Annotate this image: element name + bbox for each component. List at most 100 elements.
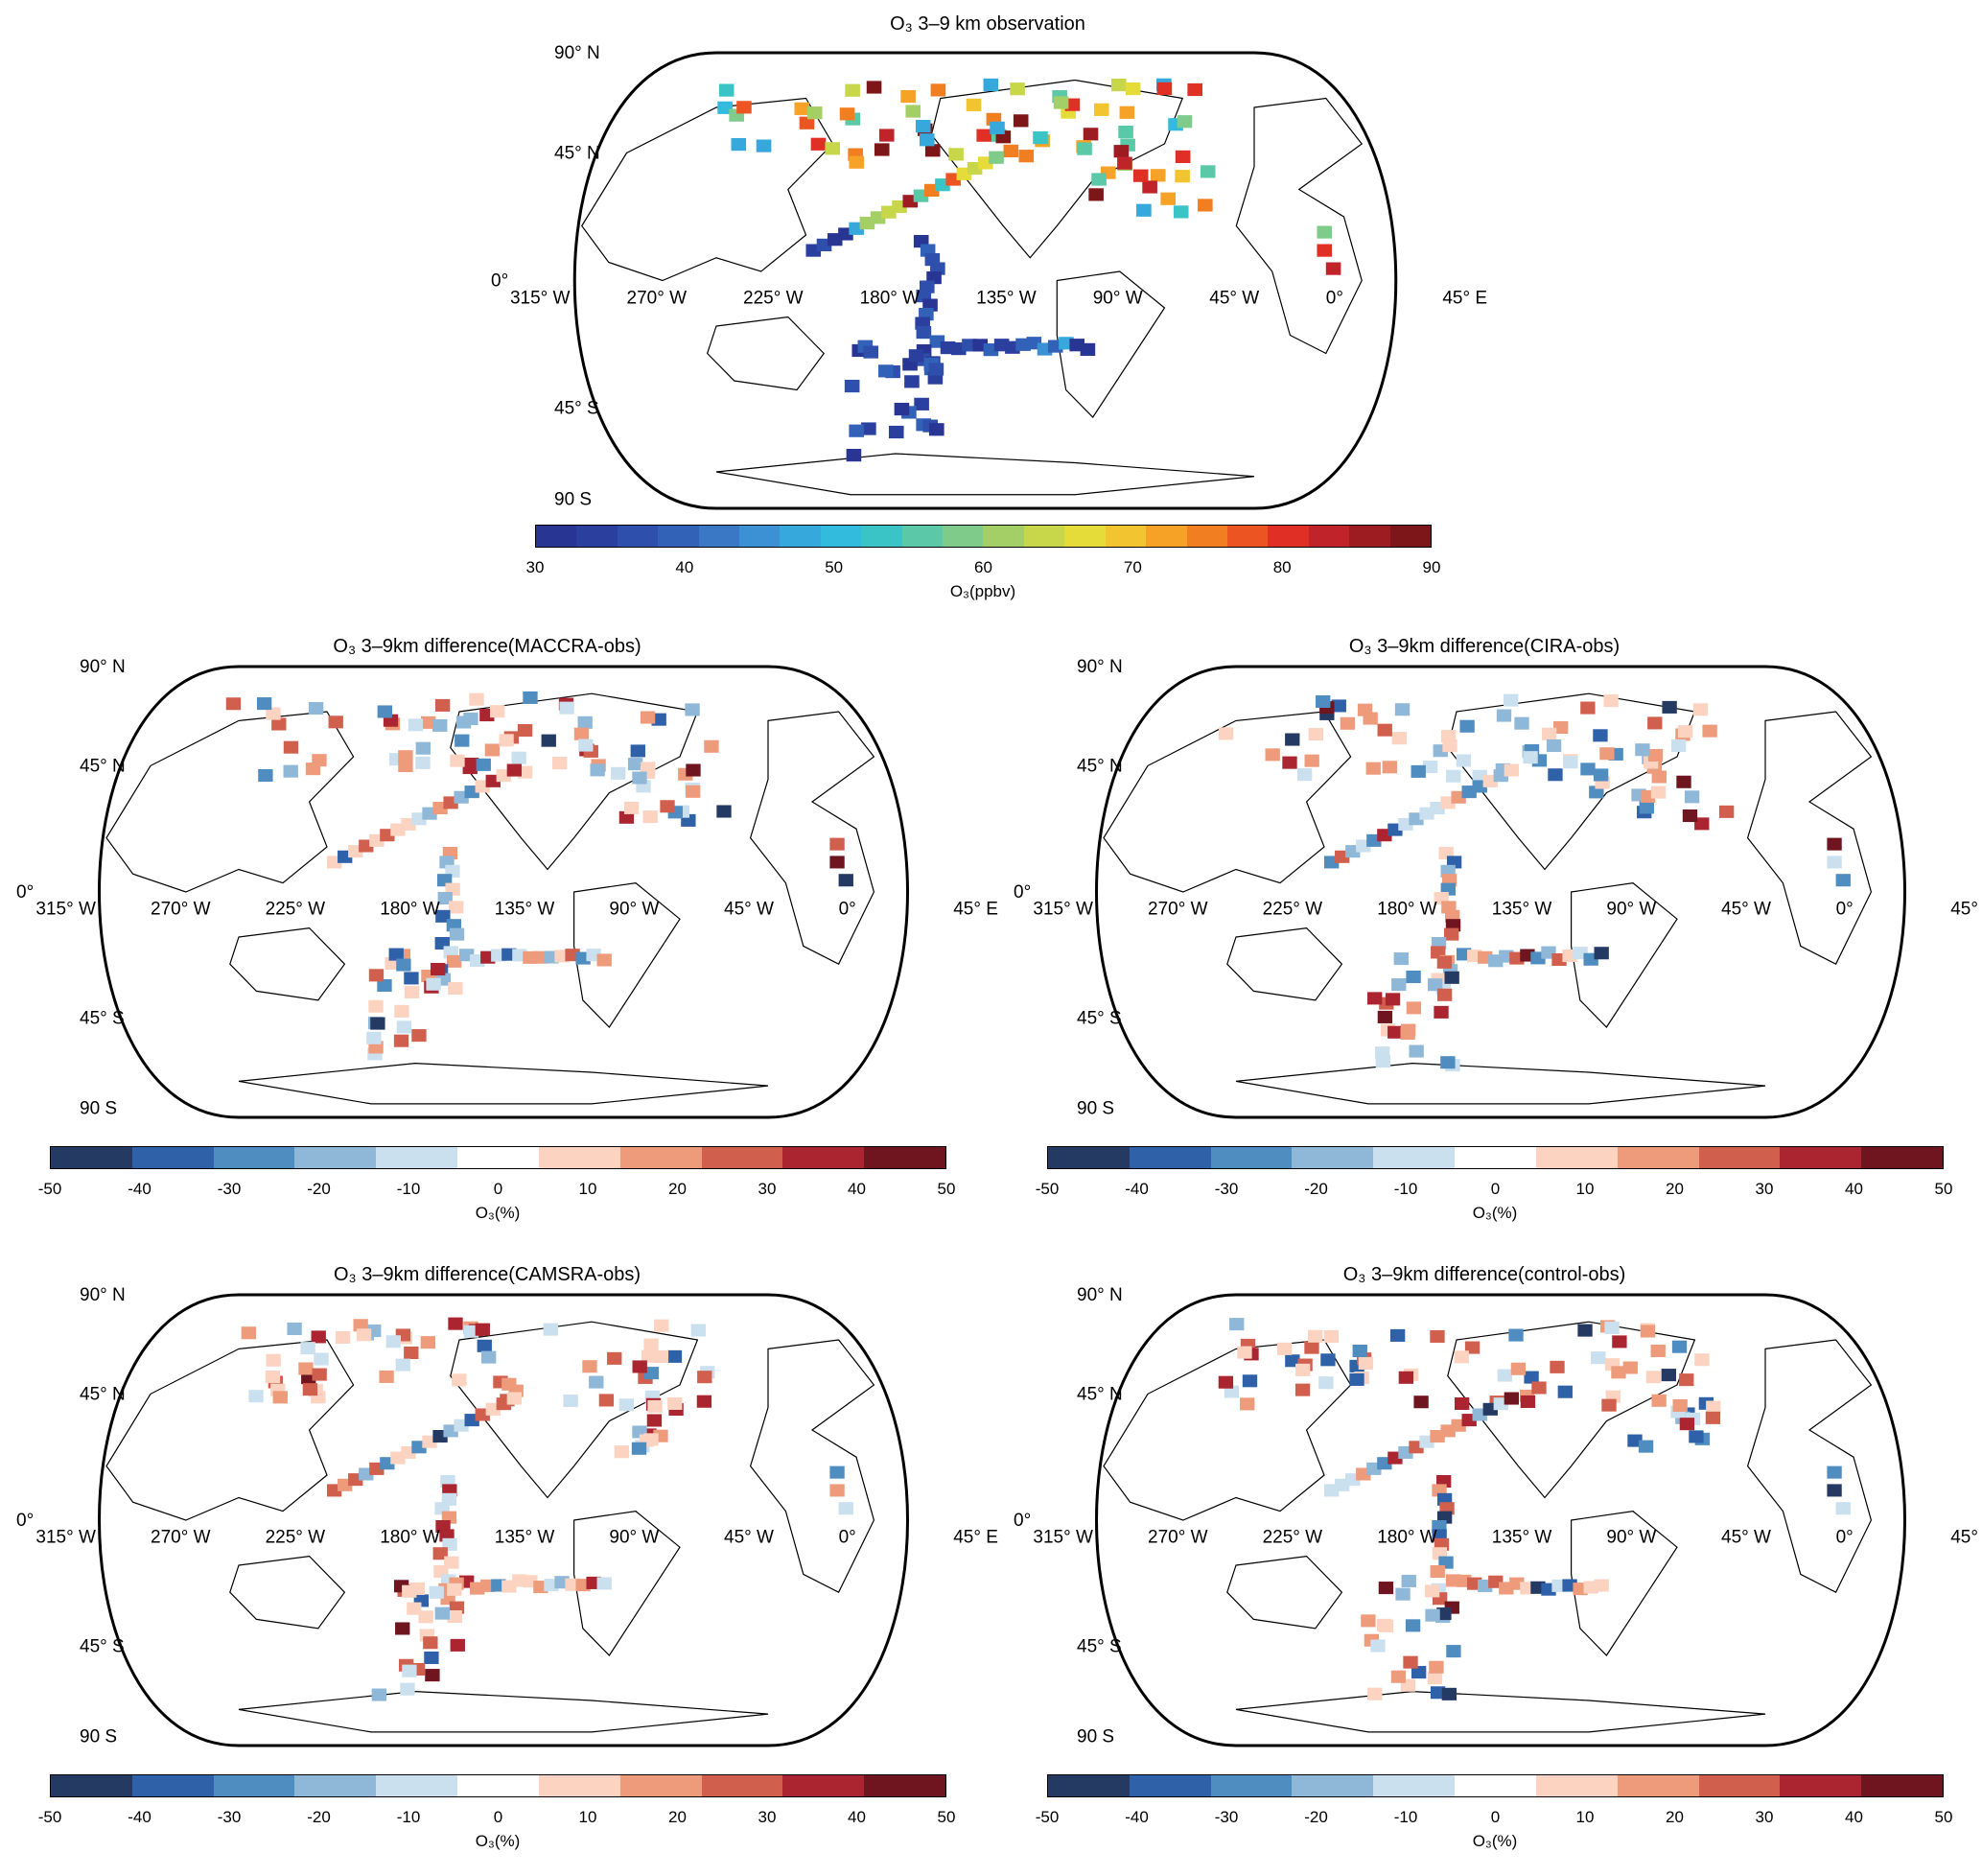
lat-label: 90 S xyxy=(554,490,592,510)
grid-cell xyxy=(477,1339,492,1352)
grid-cell xyxy=(1331,699,1346,713)
grid-cell xyxy=(225,697,242,711)
grid-cell xyxy=(904,375,920,388)
grid-cell xyxy=(368,999,384,1013)
grid-cell xyxy=(1599,747,1615,761)
grid-cell xyxy=(311,1330,326,1344)
colorbar-tick-label: 20 xyxy=(668,1180,687,1198)
grid-cell xyxy=(731,137,747,152)
grid-cell xyxy=(447,1610,462,1624)
lon-label: 315° W xyxy=(1033,900,1093,920)
colorbar-swatch xyxy=(294,1147,377,1168)
grid-cell xyxy=(1265,748,1280,762)
grid-cell xyxy=(398,750,413,763)
grid-cell xyxy=(1553,720,1569,735)
grid-cell xyxy=(1385,993,1401,1006)
colorbar-tick-label: -40 xyxy=(128,1180,152,1198)
grid-cell xyxy=(385,1335,402,1348)
difference-colorbar xyxy=(1047,1774,1944,1797)
grid-cell xyxy=(641,1349,657,1363)
grid-cell xyxy=(596,953,612,967)
difference-panel-control: O₃ 3–9km difference(control-obs) 90° N 45°… xyxy=(997,1256,1982,1870)
grid-cell xyxy=(806,106,823,120)
colorbar-tick-label: 60 xyxy=(974,558,992,576)
grid-cell xyxy=(356,1328,372,1342)
grid-cell xyxy=(756,139,772,152)
grid-cell xyxy=(1316,694,1331,708)
grid-cell xyxy=(1612,1335,1627,1348)
difference-colorbar-label: O₃(%) xyxy=(475,1204,521,1222)
grid-cell xyxy=(426,977,441,991)
grid-cell xyxy=(914,397,929,410)
grid-cell xyxy=(829,1484,845,1497)
difference-map-camsra: 90° N 45° N 0° 45° S 90 S 315° W 270° W 225° W 1… xyxy=(16,1285,998,1747)
grid-cell xyxy=(404,972,419,985)
lat-label: 45° N xyxy=(554,144,600,164)
lon-label: 90° W xyxy=(1093,288,1143,308)
lon-label: 45° W xyxy=(724,1528,774,1548)
grid-cell xyxy=(1175,150,1191,163)
grid-cell xyxy=(686,785,701,798)
observation-cells xyxy=(717,78,1341,462)
grid-cell xyxy=(543,1323,559,1336)
lon-label: 90° W xyxy=(1606,900,1656,920)
grid-cell xyxy=(1218,1375,1234,1389)
lon-label: 180° W xyxy=(1377,900,1437,920)
grid-cell xyxy=(1827,856,1842,869)
lon-label: 0° xyxy=(1326,288,1343,308)
lon-label: 315° W xyxy=(35,1528,96,1548)
grid-cell xyxy=(1640,1325,1656,1338)
grid-cell xyxy=(618,1398,635,1412)
grid-cell xyxy=(312,754,327,767)
grid-cell xyxy=(541,734,556,747)
grid-cell xyxy=(1679,1418,1695,1431)
difference-camsra-cells xyxy=(241,1317,853,1701)
grid-cell xyxy=(404,1346,419,1360)
grid-cell xyxy=(335,1330,351,1345)
colorbar-tick-label: -10 xyxy=(1393,1808,1418,1826)
lon-label: 45° W xyxy=(724,900,774,920)
lon-label: 180° W xyxy=(860,288,921,308)
grid-cell xyxy=(1156,82,1173,95)
grid-cell xyxy=(266,1353,281,1367)
grid-cell xyxy=(1603,694,1619,708)
grid-cell xyxy=(1835,874,1851,887)
grid-cell xyxy=(582,1360,597,1373)
grid-cell xyxy=(1317,244,1333,257)
grid-cell xyxy=(463,1325,479,1338)
grid-cell xyxy=(418,1610,433,1624)
lon-label: 45° E xyxy=(953,900,998,920)
grid-cell xyxy=(1639,801,1654,814)
difference-colorbar xyxy=(1047,1146,1944,1169)
grid-cell xyxy=(654,1319,669,1332)
grid-cell xyxy=(647,1399,663,1413)
lon-label: 45° W xyxy=(1209,288,1259,308)
grid-cell xyxy=(408,718,424,732)
grid-cell xyxy=(623,801,640,814)
grid-cell xyxy=(1117,156,1132,170)
colorbar-swatch xyxy=(1617,1775,1699,1796)
grid-cell xyxy=(1413,1395,1429,1409)
grid-cell xyxy=(377,978,392,993)
grid-cell xyxy=(366,1031,382,1044)
grid-cell xyxy=(810,137,827,151)
grid-cell xyxy=(1132,169,1149,182)
colorbar-tick-label: 10 xyxy=(1575,1180,1595,1198)
lon-label: 225° W xyxy=(266,900,326,920)
colorbar-swatch xyxy=(1780,1775,1862,1796)
grid-cell xyxy=(1377,1618,1392,1631)
grid-cell xyxy=(1706,1400,1721,1414)
grid-cell xyxy=(1370,1639,1386,1653)
lon-label: 0° xyxy=(839,900,856,920)
colorbar-tick-label: -40 xyxy=(128,1808,152,1826)
grid-cell xyxy=(1357,703,1373,716)
grid-cell xyxy=(283,740,299,754)
grid-cell xyxy=(578,739,594,752)
colorbar-tick-label: 80 xyxy=(1272,558,1292,576)
grid-cell xyxy=(1563,756,1578,769)
grid-cell xyxy=(878,364,894,378)
colorbar-swatch xyxy=(457,1775,539,1796)
grid-cell xyxy=(435,909,451,923)
grid-cell xyxy=(1294,1383,1311,1396)
